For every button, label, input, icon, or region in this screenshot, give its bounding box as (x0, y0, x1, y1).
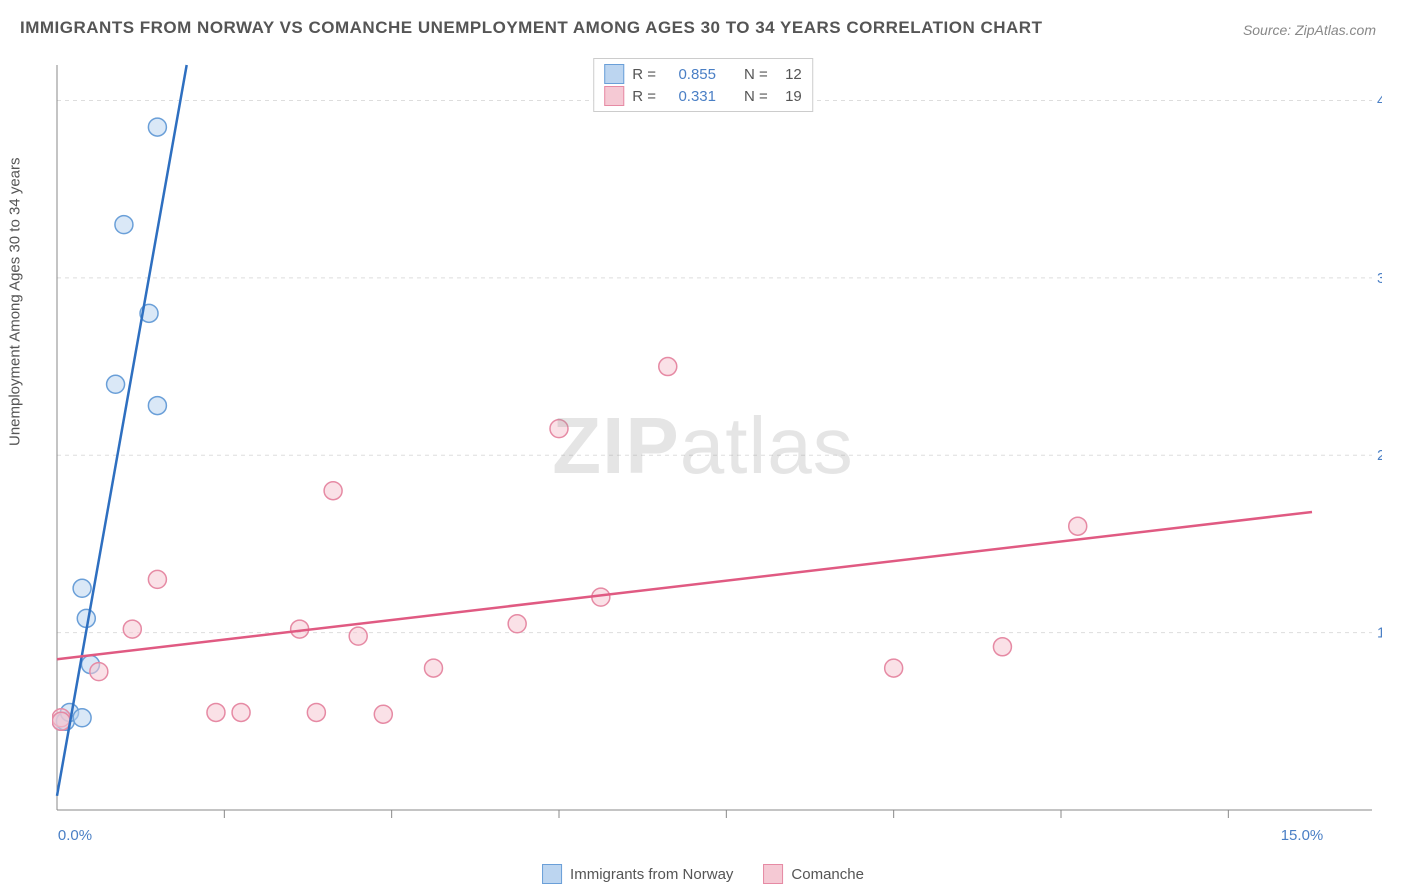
y-tick-label: 30.0% (1377, 270, 1382, 287)
data-point (148, 570, 166, 588)
legend-stat-row: R = 0.331 N = 19 (604, 85, 802, 107)
r-value: 0.855 (664, 66, 716, 83)
scatter-plot: 10.0% 20.0% 30.0% 40.0% 0.0% 15.0% (52, 55, 1382, 845)
trend-line (57, 65, 187, 796)
legend-swatch (763, 864, 783, 884)
y-axis-title: Unemployment Among Ages 30 to 34 years (7, 157, 24, 446)
legend-series: Immigrants from Norway Comanche (542, 864, 864, 884)
legend-series-item: Comanche (763, 864, 864, 884)
legend-series-item: Immigrants from Norway (542, 864, 733, 884)
data-point (1069, 517, 1087, 535)
r-value: 0.331 (664, 88, 716, 105)
data-point (349, 627, 367, 645)
legend-swatch (604, 64, 624, 84)
legend-swatch (604, 86, 624, 106)
x-tick-label: 15.0% (1281, 827, 1324, 844)
x-tick-label: 0.0% (58, 827, 92, 844)
source-label: Source: ZipAtlas.com (1243, 22, 1376, 38)
n-label: N = (744, 88, 768, 105)
data-point (374, 705, 392, 723)
data-point (115, 216, 133, 234)
data-point (425, 659, 443, 677)
chart-title: IMMIGRANTS FROM NORWAY VS COMANCHE UNEMP… (20, 18, 1042, 38)
r-label: R = (632, 66, 656, 83)
data-point (232, 703, 250, 721)
legend-series-label: Comanche (791, 866, 864, 883)
data-point (885, 659, 903, 677)
data-point (123, 620, 141, 638)
n-value: 12 (776, 66, 802, 83)
y-tick-label: 10.0% (1377, 625, 1382, 642)
legend-stats: R = 0.855 N = 12 R = 0.331 N = 19 (593, 58, 813, 112)
legend-swatch (542, 864, 562, 884)
y-tick-label: 20.0% (1377, 447, 1382, 464)
r-label: R = (632, 88, 656, 105)
legend-series-label: Immigrants from Norway (570, 866, 733, 883)
data-point (52, 712, 70, 730)
n-label: N = (744, 66, 768, 83)
data-point (73, 579, 91, 597)
trend-line (57, 512, 1312, 659)
data-point (148, 397, 166, 415)
data-point (107, 375, 125, 393)
data-point (148, 118, 166, 136)
legend-stat-row: R = 0.855 N = 12 (604, 63, 802, 85)
data-point (73, 709, 91, 727)
y-tick-label: 40.0% (1377, 92, 1382, 109)
data-point (508, 615, 526, 633)
data-point (324, 482, 342, 500)
data-point (90, 663, 108, 681)
data-point (659, 358, 677, 376)
data-point (307, 703, 325, 721)
data-point (550, 420, 568, 438)
data-point (207, 703, 225, 721)
n-value: 19 (776, 88, 802, 105)
data-point (993, 638, 1011, 656)
